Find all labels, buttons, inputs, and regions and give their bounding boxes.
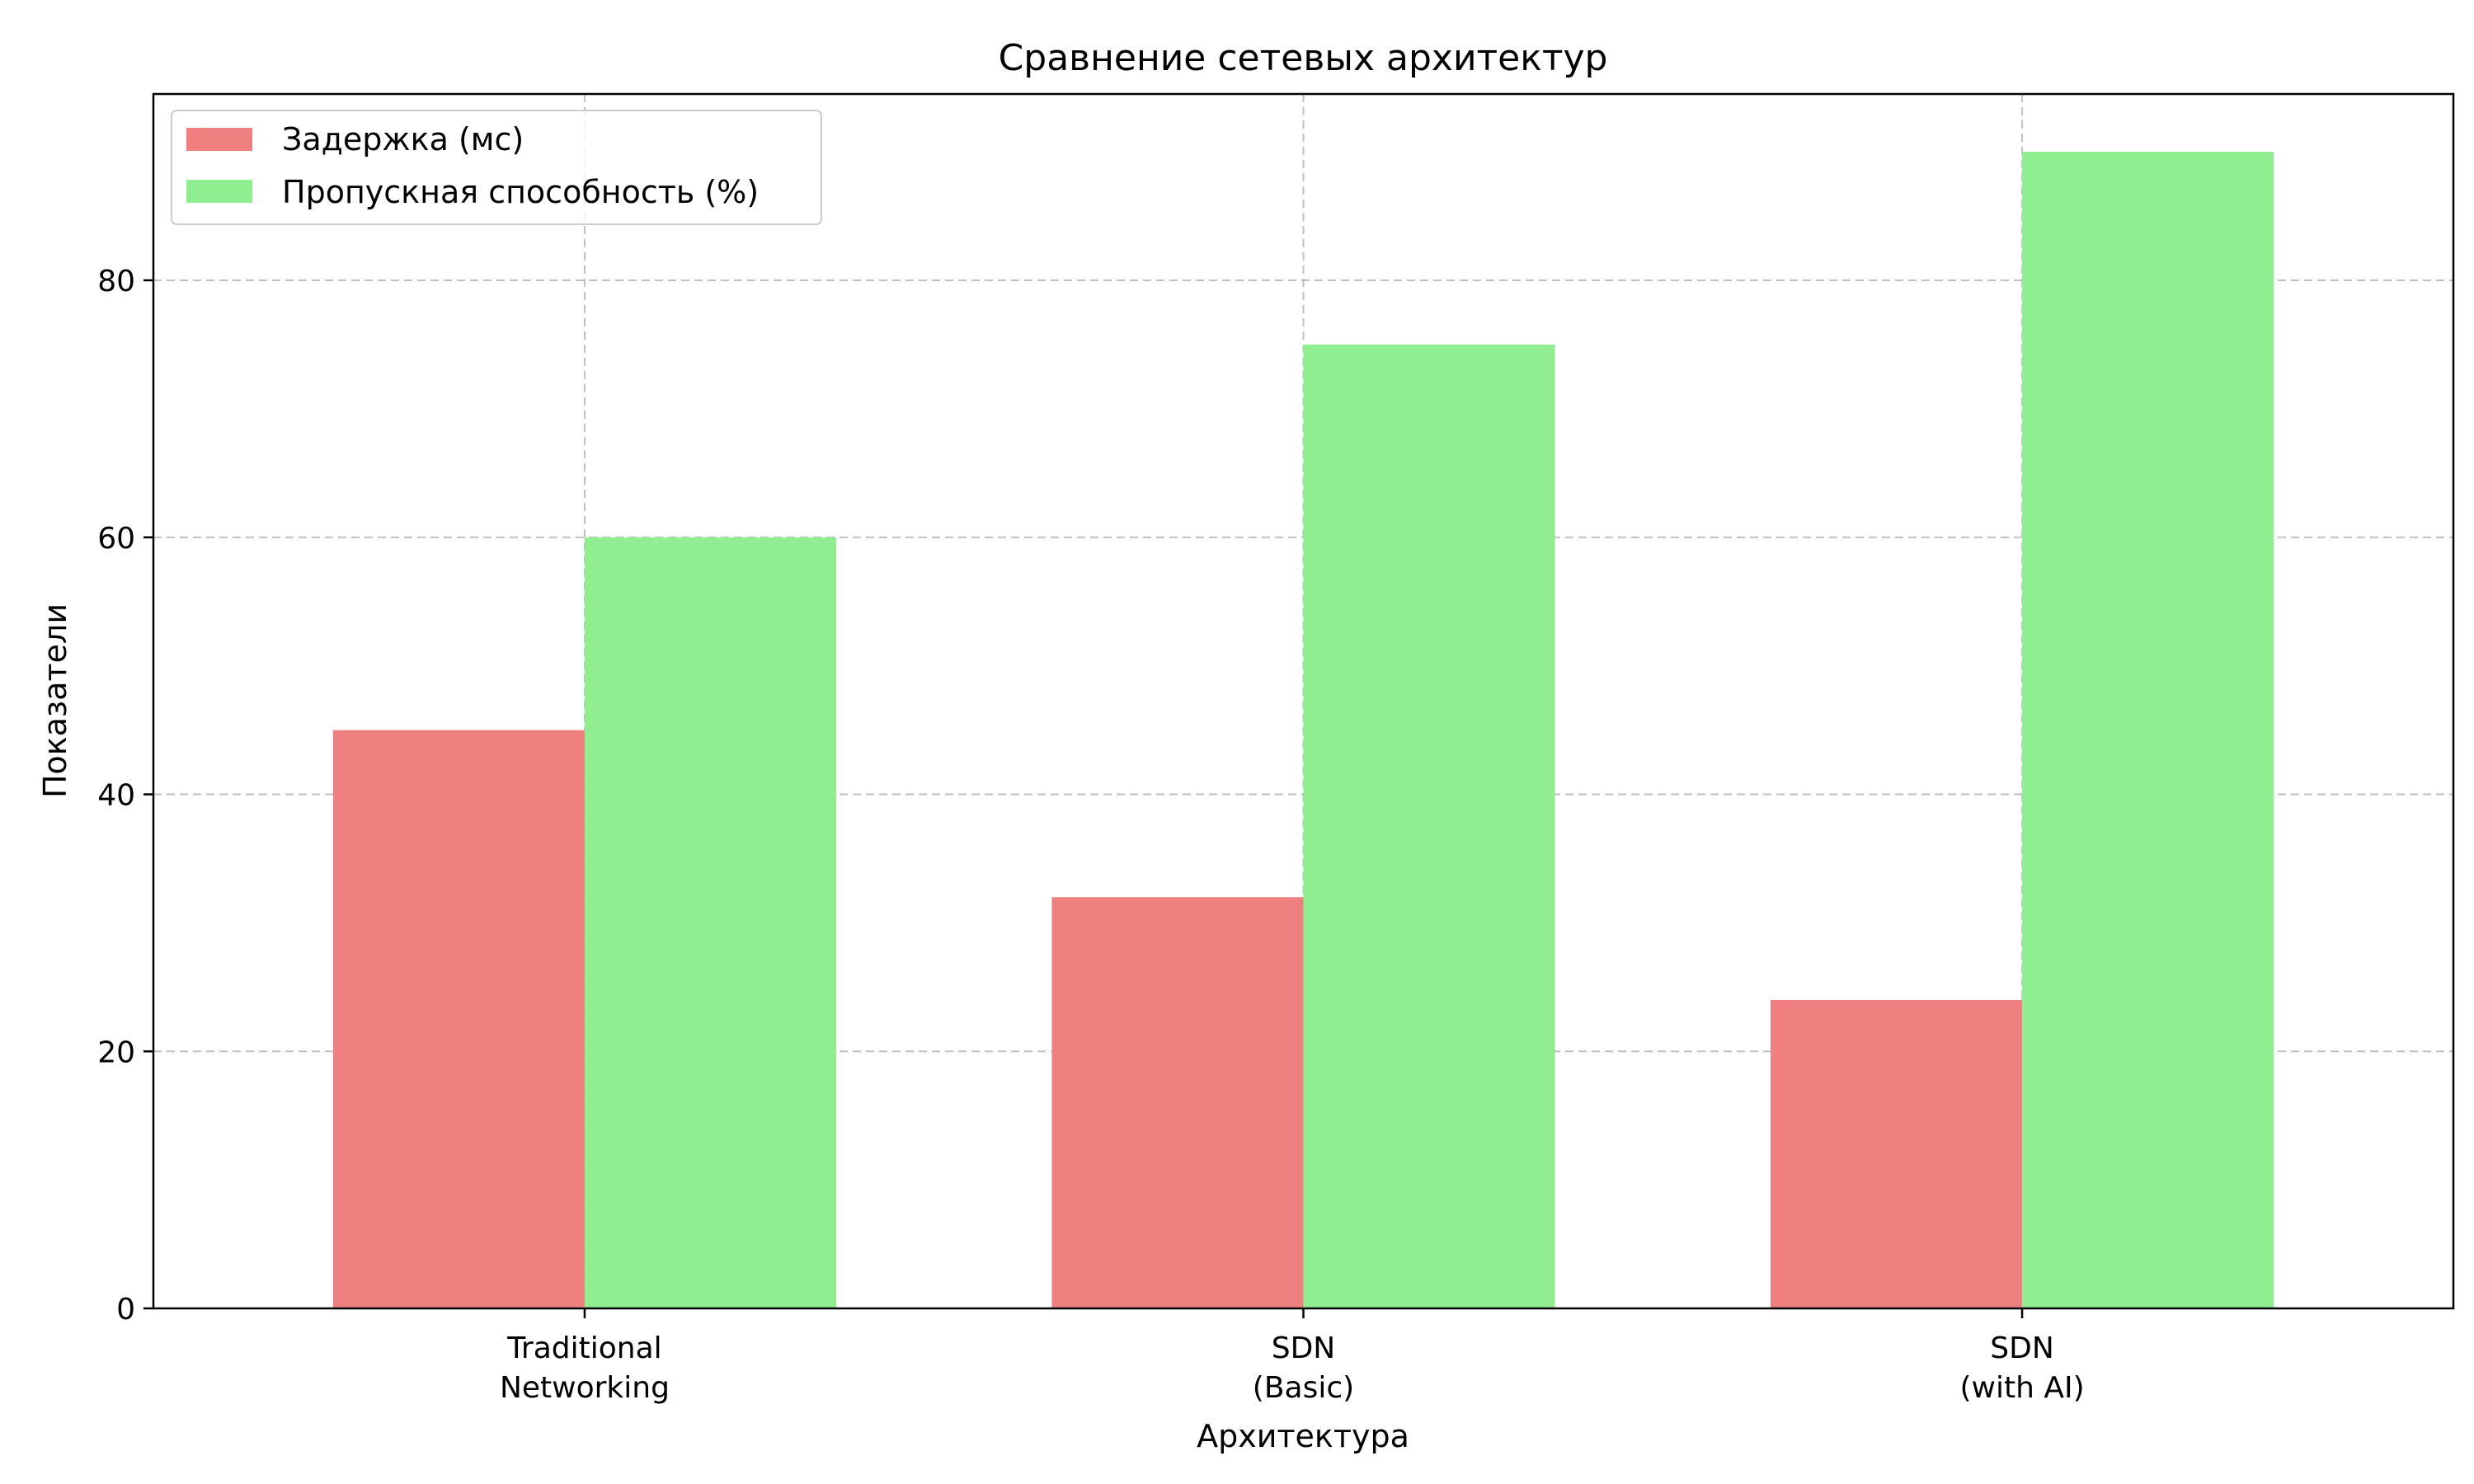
x-tick-label: SDN [1990,1331,2054,1365]
x-tick-label: Traditional [506,1331,661,1365]
bar-latency [1051,897,1304,1308]
y-tick-label: 20 [97,1036,135,1069]
y-tick-label: 60 [97,522,135,556]
y-tick-label: 80 [97,265,135,298]
y-tick-label: 40 [97,779,135,813]
axes: 0 20 40 60 80 Traditional Networking SDN (Basic)… [97,265,2084,1405]
x-tick-label: Networking [500,1371,670,1405]
x-tick-label: (with AI) [1959,1371,2084,1405]
bar-latency [1771,999,2023,1308]
bars [332,152,2274,1309]
chart-title: Сравнение сетевых архитектур [999,37,1608,79]
legend: Задержка (мс) Пропускная способность (%) [171,110,822,225]
x-tick-label: SDN [1272,1331,1336,1365]
bar-throughput [584,537,836,1308]
bar-latency [332,730,585,1308]
x-axis-label: Архитектура [1197,1418,1409,1454]
y-tick-label: 0 [116,1293,135,1327]
legend-label-throughput: Пропускная способность (%) [282,174,759,210]
y-axis-label: Показатели [37,603,73,798]
legend-frame [171,110,822,225]
legend-swatch-throughput [186,180,252,203]
bar-throughput [1303,344,1555,1308]
legend-label-latency: Задержка (мс) [282,121,524,157]
bar-throughput [2022,152,2274,1309]
x-tick-label: (Basic) [1253,1371,1354,1405]
legend-swatch-latency [186,128,252,151]
